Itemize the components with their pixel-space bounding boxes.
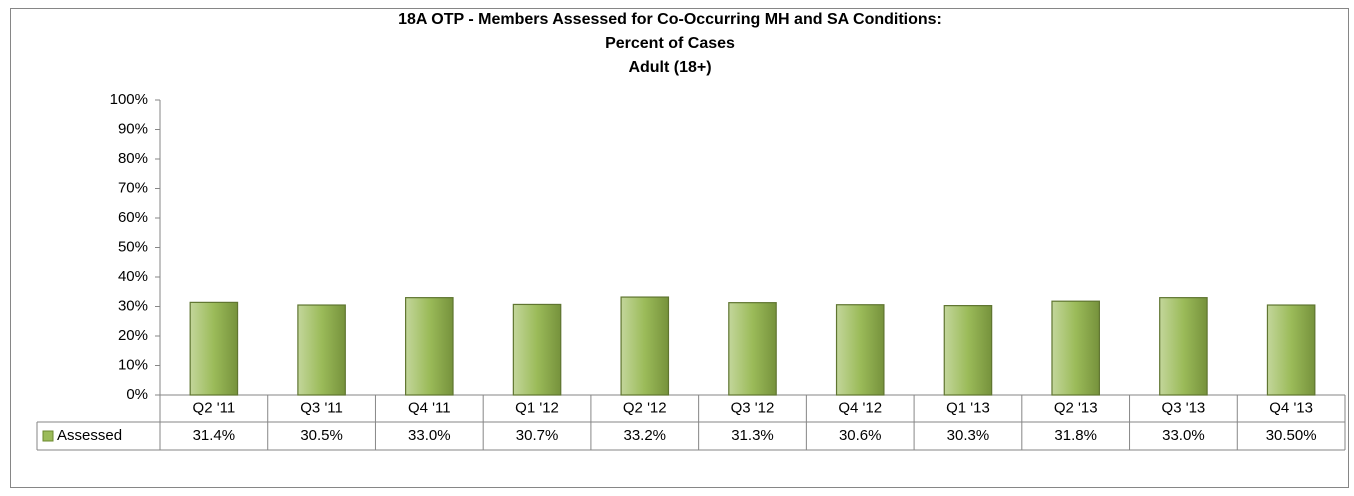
data-label: 31.4% — [193, 427, 236, 444]
y-tick-label: 50% — [118, 238, 148, 255]
data-label: 33.0% — [1162, 427, 1205, 444]
legend-swatch — [42, 430, 54, 442]
y-tick-label: 40% — [118, 268, 148, 285]
data-label: 30.5% — [300, 427, 343, 444]
bar — [1159, 297, 1208, 396]
y-tick-label: 10% — [118, 356, 148, 373]
bar — [1266, 304, 1316, 396]
bar — [835, 304, 885, 396]
data-label: 33.2% — [623, 427, 666, 444]
x-tick-label: Q4 '11 — [408, 399, 451, 416]
data-label: 30.6% — [839, 427, 882, 444]
bar — [620, 296, 670, 396]
chart-subtitle: Percent of Cases — [605, 35, 735, 52]
x-tick-label: Q4 '12 — [838, 399, 882, 416]
data-label: 31.3% — [731, 427, 774, 444]
y-tick-label: 100% — [110, 91, 148, 108]
bar — [297, 304, 346, 396]
data-label: 33.0% — [408, 427, 451, 444]
chart-subtitle: Adult (18+) — [628, 59, 711, 76]
chart-title: 18A OTP - Members Assessed for Co-Occurr… — [398, 11, 942, 28]
x-tick-label: Q2 '11 — [193, 399, 236, 416]
data-label: 30.3% — [947, 427, 990, 444]
x-tick-label: Q4 '13 — [1269, 399, 1313, 416]
x-tick-label: Q3 '11 — [300, 399, 343, 416]
x-tick-label: Q3 '13 — [1162, 399, 1206, 416]
y-tick-label: 20% — [118, 327, 148, 344]
bar — [512, 303, 562, 396]
x-tick-label: Q1 '12 — [515, 399, 559, 416]
data-label: 31.8% — [1054, 427, 1097, 444]
data-label: 30.7% — [516, 427, 559, 444]
y-tick-label: 80% — [118, 150, 148, 167]
chart-border — [10, 8, 1349, 488]
bar — [728, 302, 777, 396]
x-tick-label: Q2 '12 — [623, 399, 667, 416]
legend-label: Assessed — [57, 427, 122, 444]
y-tick-label: 90% — [118, 120, 148, 137]
bar — [405, 297, 454, 396]
bar — [943, 305, 993, 396]
y-tick-label: 0% — [126, 386, 148, 403]
bar — [189, 301, 239, 396]
x-tick-label: Q3 '12 — [731, 399, 775, 416]
bar — [1051, 300, 1100, 396]
y-tick-label: 70% — [118, 179, 148, 196]
x-tick-label: Q2 '13 — [1054, 399, 1098, 416]
y-tick-label: 30% — [118, 297, 148, 314]
x-tick-label: Q1 '13 — [946, 399, 990, 416]
data-label: 30.50% — [1266, 427, 1317, 444]
y-tick-label: 60% — [118, 209, 148, 226]
